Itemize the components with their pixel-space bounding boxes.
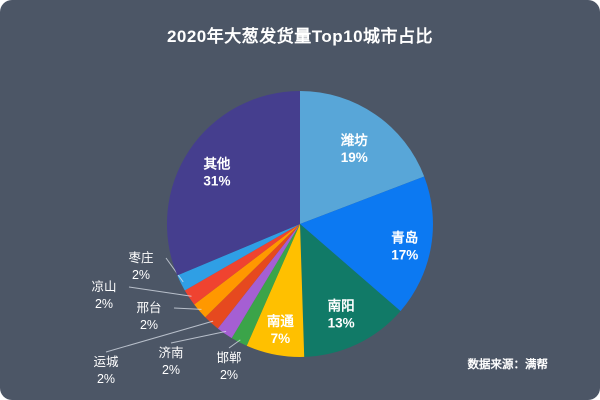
- pie-slice-南通[interactable]: [246, 224, 305, 357]
- chart-title: 2020年大葱发货量Top10城市占比: [166, 27, 434, 46]
- data-source-label: 数据来源：满帮: [467, 359, 549, 371]
- pie-slice-枣庄[interactable]: [177, 224, 300, 291]
- slice-label-潍坊: 潍坊 19%: [341, 132, 369, 165]
- pie-slice-潍坊[interactable]: [300, 91, 425, 224]
- slice-label-青岛: 青岛 17%: [391, 230, 418, 263]
- leader-line-邢台: [173, 307, 202, 310]
- slice-label-邢台: 邢台 2%: [136, 300, 161, 332]
- slice-label-凉山: 凉山 2%: [91, 279, 116, 311]
- leader-line-枣庄: [165, 257, 184, 283]
- slice-label-枣庄: 枣庄 2%: [128, 250, 153, 282]
- pie-slice-邯郸[interactable]: [231, 224, 300, 346]
- pie-slice-邢台[interactable]: [194, 224, 300, 318]
- slice-label-南通: 南通 7%: [267, 313, 294, 346]
- slice-label-济南: 济南 2%: [158, 345, 183, 377]
- pie-slice-济南[interactable]: [217, 224, 300, 339]
- pie-slice-青岛[interactable]: [300, 176, 433, 312]
- pie-slice-运城[interactable]: [205, 224, 300, 329]
- pie-slice-凉山[interactable]: [184, 224, 300, 305]
- pie-slice-南阳[interactable]: [300, 224, 401, 357]
- leader-line-运城: [105, 320, 214, 353]
- slice-label-邯郸: 邯郸 2%: [216, 351, 241, 382]
- leader-line-邯郸: [228, 339, 241, 349]
- slice-label-南阳: 南阳 13%: [328, 298, 355, 331]
- pie-slice-其他[interactable]: [166, 90, 300, 276]
- leader-line-凉山: [128, 286, 192, 297]
- slice-label-其他: 其他 31%: [203, 156, 231, 189]
- slice-label-运城: 运城 2%: [93, 355, 119, 386]
- leader-line-济南: [170, 330, 227, 344]
